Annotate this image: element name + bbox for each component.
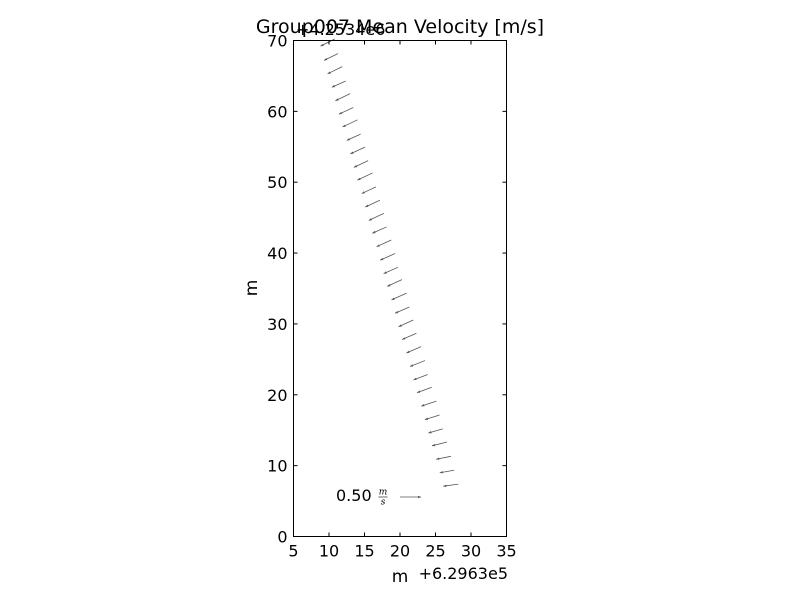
velocity-vector [406,346,422,354]
y-tick-label: 10 [267,457,287,476]
velocity-vector [365,199,381,208]
velocity-vector [413,374,428,381]
y-tick-label: 0 [277,528,287,547]
velocity-vector [428,428,443,434]
velocity-vector [401,332,417,340]
velocity-vector [387,279,403,287]
velocity-vector [443,483,459,487]
velocity-vector [368,212,385,221]
y-offset-label: +4.2534e6 [296,20,385,39]
velocity-vector [361,186,377,194]
y-tick-label: 70 [267,32,287,51]
velocity-vector [357,172,373,181]
y-tick-label: 30 [267,315,287,334]
velocity-vector [436,455,451,460]
quiver-key-unit-numerator: m [379,488,388,498]
velocity-vector [409,360,426,367]
velocity-vector [394,306,410,314]
x-offset-label: +6.2963e5 [419,564,508,583]
x-tick-label: 20 [390,542,410,561]
velocity-vector [379,253,396,261]
chart-title: Group007 Mean Velocity [m/s] [256,16,544,38]
velocity-vector [335,93,351,102]
quiver-key-unit-denominator: s [381,498,386,508]
velocity-vector [323,53,339,61]
x-tick-label: 5 [288,542,298,561]
velocity-vector [391,292,407,301]
velocity-vector [350,146,366,155]
x-tick-label: 25 [425,542,445,561]
velocity-vector [331,80,346,88]
x-axis: 5 10 15 20 25 30 35 [288,40,517,561]
velocity-vector [431,441,448,447]
velocity-vector [327,66,343,75]
x-tick-label: 35 [496,542,516,561]
y-tick-label: 40 [267,244,287,263]
vector-field [320,38,459,487]
y-axis: 0 10 20 30 40 50 60 70 [267,32,507,547]
y-tick-label: 20 [267,386,287,405]
velocity-vector [398,319,414,328]
velocity-vector [372,226,387,234]
velocity-vector [439,469,455,474]
velocity-vector [383,266,399,274]
x-tick-label: 15 [354,542,374,561]
quiver-key: 0.50 m s [336,486,421,508]
x-tick-label: 10 [319,542,339,561]
velocity-vector [346,133,361,141]
quiver-key-arrow-shape [400,495,421,499]
quiver-key-arrow [400,495,421,499]
velocity-vector [338,107,354,115]
velocity-vector [424,414,440,420]
x-tick-label: 30 [461,542,481,561]
velocity-vector [342,119,358,128]
y-axis-label: m [242,280,262,297]
x-axis-label: m [392,567,409,587]
velocity-vector [421,400,437,407]
velocity-vector [353,160,369,168]
velocity-vector [376,239,392,248]
y-tick-label: 50 [267,173,287,192]
velocity-vector [416,386,432,394]
y-tick-label: 60 [267,102,287,121]
quiver-key-value: 0.50 [336,486,372,505]
